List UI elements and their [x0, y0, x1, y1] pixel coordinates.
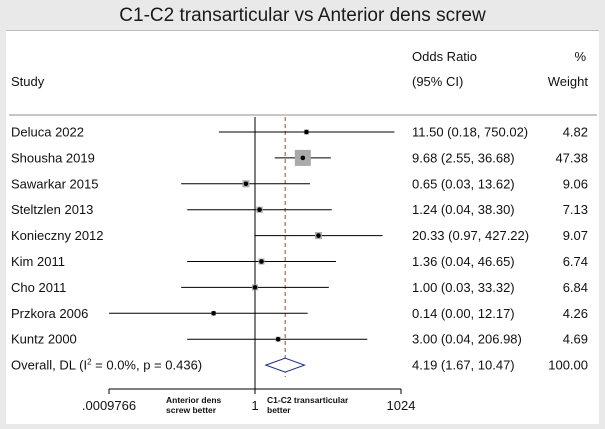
header-study: Study	[11, 74, 45, 89]
weight-value: 4.26	[563, 306, 588, 321]
overall-label: Overall, DL (I2 = 0.0%, p = 0.436)	[11, 358, 202, 373]
weight-value: 9.06	[563, 176, 588, 191]
odds-ratio-value: 1.36 (0.04, 46.65)	[412, 254, 515, 269]
study-label: Kim 2011	[11, 254, 65, 269]
point-estimate	[257, 207, 262, 212]
weight-value: 4.82	[563, 125, 588, 140]
study-label: Cho 2011	[11, 280, 66, 295]
point-estimate	[259, 259, 264, 264]
overall-label-sup: 2	[87, 358, 92, 367]
weight-value: 6.74	[563, 254, 588, 269]
header-ci: (95% CI)	[412, 74, 463, 89]
study-label: Przkora 2006	[11, 306, 88, 321]
point-estimate	[275, 336, 281, 342]
study-label: Sawarkar 2015	[11, 176, 98, 191]
header-weight: Weight	[548, 74, 589, 89]
left-caption: Anterior dens	[166, 395, 222, 405]
x-tick-label: 1	[251, 398, 258, 413]
plot-panel	[6, 30, 599, 424]
x-tick-label: 1024	[387, 398, 416, 413]
odds-ratio-value: 9.68 (2.55, 36.68)	[412, 150, 515, 165]
odds-ratio-value: 11.50 (0.18, 750.02)	[412, 125, 528, 140]
right-caption: C1-C2 transarticular	[267, 395, 349, 405]
odds-ratio-value: 0.65 (0.03, 13.62)	[412, 176, 515, 191]
point-estimate	[211, 311, 216, 316]
x-tick-label: .0009766	[82, 398, 136, 413]
chart-title: C1-C2 transarticular vs Anterior dens sc…	[119, 5, 486, 26]
overall-diamond	[264, 357, 306, 373]
overall-label-prefix: Overall, DL (I	[11, 358, 87, 373]
weight-value: 6.84	[563, 280, 588, 295]
overall-label-suffix: = 0.0%, p = 0.436)	[92, 358, 203, 373]
point-estimate	[252, 285, 258, 290]
point-estimate	[316, 233, 321, 238]
overall-odds-ratio: 4.19 (1.67, 10.47)	[412, 358, 515, 373]
weight-value: 47.38	[555, 150, 588, 165]
panel-top-border	[6, 30, 599, 31]
odds-ratio-value: 1.00 (0.03, 33.32)	[412, 280, 515, 295]
header-odds-ratio: Odds Ratio	[412, 49, 477, 64]
weight-value: 4.69	[563, 332, 588, 347]
odds-ratio-value: 0.14 (0.00, 12.17)	[412, 306, 515, 321]
weight-value: 7.13	[563, 202, 588, 217]
point-estimate	[300, 155, 306, 161]
left-caption: screw better	[166, 405, 217, 415]
odds-ratio-value: 3.00 (0.04, 206.98)	[412, 332, 522, 347]
right-caption: better	[267, 405, 291, 415]
point-estimate	[243, 181, 249, 187]
study-label: Steltzlen 2013	[11, 202, 93, 217]
weight-value: 9.07	[563, 228, 588, 243]
header-percent: %	[574, 49, 586, 64]
study-label: Konieczny 2012	[11, 228, 104, 243]
study-label: Shousha 2019	[11, 150, 95, 165]
point-estimate	[304, 129, 309, 135]
overall-weight: 100.00	[548, 358, 588, 373]
odds-ratio-value: 20.33 (0.97, 427.22)	[412, 228, 529, 243]
study-label: Deluca 2022	[11, 125, 84, 140]
study-label: Kuntz 2000	[11, 332, 77, 347]
odds-ratio-value: 1.24 (0.04, 38.30)	[412, 202, 515, 217]
